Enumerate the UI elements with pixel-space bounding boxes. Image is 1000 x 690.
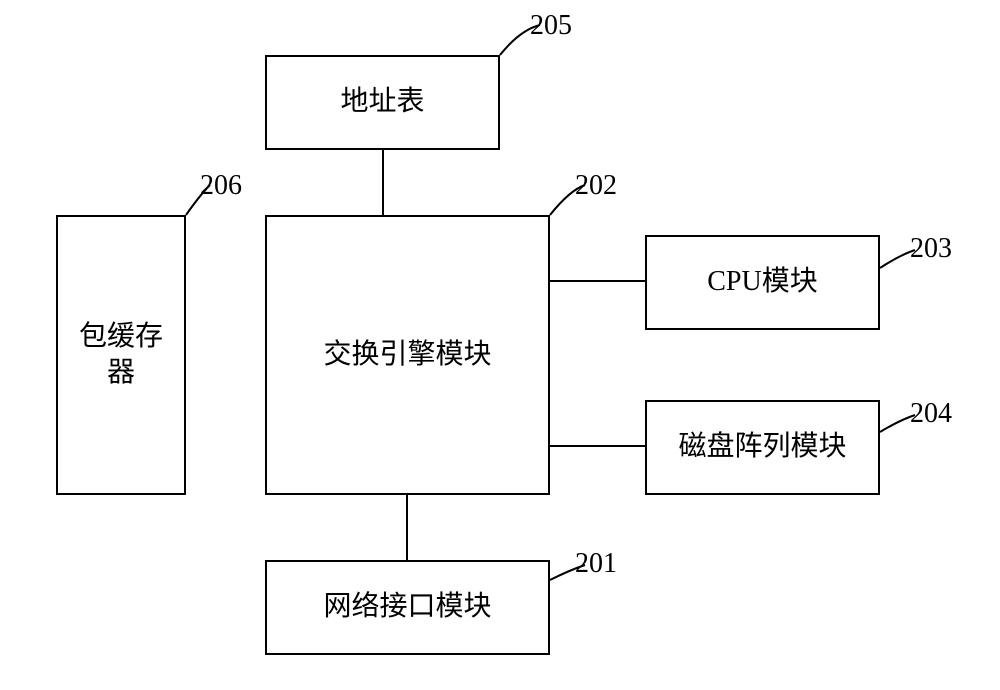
edge-switch-disk <box>550 445 645 447</box>
diagram-canvas: 地址表 包缓存器 交换引擎模块 CPU模块 磁盘阵列模块 网络接口模块 205 … <box>0 0 1000 690</box>
node-network-if-label: 网络接口模块 <box>323 589 491 625</box>
ref-202: 202 <box>575 170 617 202</box>
ref-201: 201 <box>575 548 617 580</box>
node-disk-array-label: 磁盘阵列模块 <box>678 429 846 465</box>
node-packet-buffer-label: 包缓存器 <box>58 319 184 392</box>
node-packet-buffer: 包缓存器 <box>56 215 186 495</box>
ref-204: 204 <box>910 398 952 430</box>
ref-203: 203 <box>910 233 952 265</box>
edge-address-switch <box>382 150 384 215</box>
node-network-if: 网络接口模块 <box>265 560 550 655</box>
node-disk-array: 磁盘阵列模块 <box>645 400 880 495</box>
node-address-table-label: 地址表 <box>340 84 424 120</box>
ref-206: 206 <box>200 170 242 202</box>
edge-switch-network <box>406 495 408 560</box>
node-cpu-module-label: CPU模块 <box>707 264 817 300</box>
ref-205: 205 <box>530 10 572 42</box>
node-switch-engine: 交换引擎模块 <box>265 215 550 495</box>
node-switch-engine-label: 交换引擎模块 <box>323 337 491 373</box>
edge-switch-cpu <box>550 280 645 282</box>
node-address-table: 地址表 <box>265 55 500 150</box>
node-cpu-module: CPU模块 <box>645 235 880 330</box>
